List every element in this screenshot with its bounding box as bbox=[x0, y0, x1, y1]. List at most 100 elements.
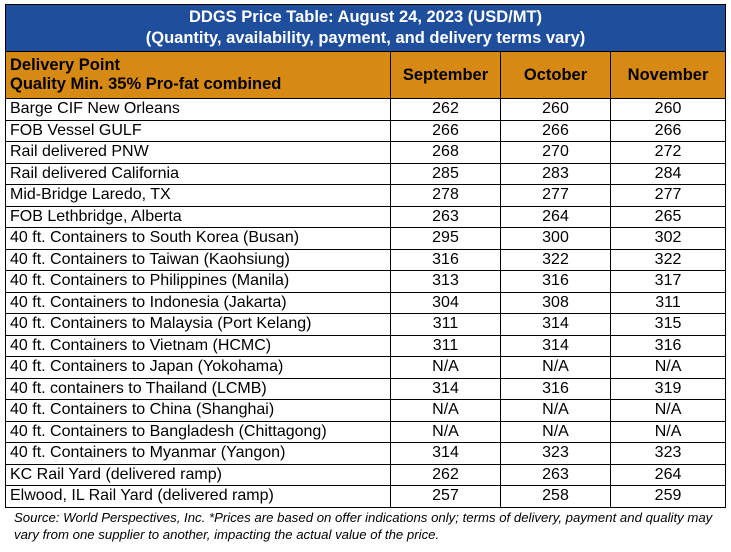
price-cell-october: 322 bbox=[500, 248, 611, 271]
table-row: 40 ft. Containers to Vietnam (HCMC) 311 31… bbox=[5, 334, 727, 357]
price-cell-october: 314 bbox=[500, 313, 611, 336]
delivery-point-cell: 40 ft. Containers to China (Shanghai) bbox=[5, 399, 391, 422]
table-row: 40 ft. containers to Thailand (LCMB) 314 3… bbox=[5, 377, 727, 400]
price-cell-november: N/A bbox=[609, 356, 727, 379]
header-october: October bbox=[500, 51, 611, 99]
table-row: Mid-Bridge Laredo, TX 278 277 277 bbox=[5, 184, 727, 207]
price-table-container: DDGS Price Table: August 24, 2023 (USD/M… bbox=[4, 4, 727, 508]
price-cell-september: N/A bbox=[390, 399, 501, 422]
price-cell-september: 262 bbox=[390, 463, 501, 486]
price-cell-november: 264 bbox=[609, 463, 727, 486]
price-cell-october: 266 bbox=[500, 119, 611, 142]
price-cell-november: 277 bbox=[609, 184, 727, 207]
price-cell-september: 295 bbox=[390, 227, 501, 250]
source-footnote: Source: World Perspectives, Inc. *Prices… bbox=[14, 510, 713, 542]
title-subtitle: (Quantity, availability, payment, and de… bbox=[145, 29, 586, 47]
delivery-point-cell: 40 ft. Containers to Taiwan (Kaohsiung) bbox=[5, 248, 391, 271]
delivery-point-cell: Rail delivered California bbox=[5, 162, 391, 185]
title-unit: (USD/MT) bbox=[463, 8, 543, 26]
price-cell-october: 270 bbox=[500, 141, 611, 164]
price-cell-october: 263 bbox=[500, 463, 611, 486]
price-cell-september: 311 bbox=[390, 313, 501, 336]
price-cell-september: 266 bbox=[390, 119, 501, 142]
price-cell-november: 302 bbox=[609, 227, 727, 250]
price-cell-september: N/A bbox=[390, 356, 501, 379]
table-row: 40 ft. Containers to Myanmar (Yangon) 314… bbox=[5, 442, 727, 465]
price-cell-november: N/A bbox=[609, 399, 727, 422]
price-cell-november: 323 bbox=[609, 442, 727, 465]
table-row: 40 ft. Containers to Indonesia (Jakarta)… bbox=[5, 291, 727, 314]
price-cell-november: 284 bbox=[609, 162, 727, 185]
price-cell-october: 300 bbox=[500, 227, 611, 250]
delivery-point-cell: KC Rail Yard (delivered ramp) bbox=[5, 463, 391, 486]
delivery-point-cell: Barge CIF New Orleans bbox=[5, 98, 391, 121]
header-november: November bbox=[609, 51, 727, 99]
delivery-point-cell: FOB Lethbridge, Alberta bbox=[5, 205, 391, 228]
price-cell-september: 314 bbox=[390, 442, 501, 465]
price-cell-november: N/A bbox=[609, 420, 727, 443]
table-row: 40 ft. Containers to South Korea (Busan)… bbox=[5, 227, 727, 250]
price-cell-november: 322 bbox=[609, 248, 727, 271]
price-cell-november: 315 bbox=[609, 313, 727, 336]
price-cell-october: 264 bbox=[500, 205, 611, 228]
table-row: Barge CIF New Orleans 262 260 260 bbox=[5, 98, 727, 121]
title-row: DDGS Price Table: August 24, 2023 (USD/M… bbox=[4, 4, 727, 52]
delivery-point-cell: Elwood, IL Rail Yard (delivered ramp) bbox=[5, 485, 391, 508]
table-row: Rail delivered California 285 283 284 bbox=[5, 162, 727, 185]
price-cell-october: 283 bbox=[500, 162, 611, 185]
header-delivery-line2: Quality Min. 35% Pro-fat combined bbox=[10, 75, 282, 93]
table-row: KC Rail Yard (delivered ramp) 262 263 264 bbox=[5, 463, 727, 486]
price-cell-september: 257 bbox=[390, 485, 501, 508]
header-delivery-point: Delivery Point Quality Min. 35% Pro-fat … bbox=[5, 51, 391, 99]
price-cell-october: 260 bbox=[500, 98, 611, 121]
header-september: September bbox=[390, 51, 501, 99]
delivery-point-cell: Rail delivered PNW bbox=[5, 141, 391, 164]
price-cell-september: 263 bbox=[390, 205, 501, 228]
table-row: 40 ft. Containers to Japan (Yokohama) N/A… bbox=[5, 356, 727, 379]
price-cell-october: 316 bbox=[500, 377, 611, 400]
price-cell-october: 308 bbox=[500, 291, 611, 314]
price-cell-september: 278 bbox=[390, 184, 501, 207]
delivery-point-cell: 40 ft. Containers to Myanmar (Yangon) bbox=[5, 442, 391, 465]
delivery-point-cell: 40 ft. Containers to Bangladesh (Chittag… bbox=[5, 420, 391, 443]
header-row: Delivery Point Quality Min. 35% Pro-fat … bbox=[5, 51, 727, 99]
price-cell-september: N/A bbox=[390, 420, 501, 443]
price-cell-september: 262 bbox=[390, 98, 501, 121]
price-cell-october: N/A bbox=[500, 399, 611, 422]
price-cell-september: 314 bbox=[390, 377, 501, 400]
price-cell-september: 313 bbox=[390, 270, 501, 293]
table-row: 40 ft. Containers to China (Shanghai) N/A… bbox=[5, 399, 727, 422]
price-cell-november: 319 bbox=[609, 377, 727, 400]
price-cell-november: 265 bbox=[609, 205, 727, 228]
price-cell-september: 311 bbox=[390, 334, 501, 357]
table-row: FOB Lethbridge, Alberta 263 264 265 bbox=[5, 205, 727, 228]
delivery-point-cell: 40 ft. Containers to Indonesia (Jakarta) bbox=[5, 291, 391, 314]
header-delivery-line1: Delivery Point bbox=[10, 56, 121, 74]
delivery-point-cell: 40 ft. Containers to Japan (Yokohama) bbox=[5, 356, 391, 379]
delivery-point-cell: Mid-Bridge Laredo, TX bbox=[5, 184, 391, 207]
price-cell-november: 317 bbox=[609, 270, 727, 293]
price-cell-november: 272 bbox=[609, 141, 727, 164]
price-cell-october: 277 bbox=[500, 184, 611, 207]
price-cell-september: 304 bbox=[390, 291, 501, 314]
table-row: Elwood, IL Rail Yard (delivered ramp) 257… bbox=[5, 485, 727, 508]
table-title: DDGS Price Table: August 24, 2023 (USD/M… bbox=[4, 4, 727, 52]
delivery-point-cell: 40 ft. Containers to Philippines (Manila… bbox=[5, 270, 391, 293]
price-cell-october: N/A bbox=[500, 356, 611, 379]
delivery-point-cell: 40 ft. Containers to Malaysia (Port Kela… bbox=[5, 313, 391, 336]
table-row: 40 ft. Containers to Bangladesh (Chittag… bbox=[5, 420, 727, 443]
delivery-point-cell: 40 ft. Containers to Vietnam (HCMC) bbox=[5, 334, 391, 357]
table-row: 40 ft. Containers to Taiwan (Kaohsiung) 3… bbox=[5, 248, 727, 271]
price-cell-november: 259 bbox=[609, 485, 727, 508]
price-cell-october: 323 bbox=[500, 442, 611, 465]
price-cell-october: N/A bbox=[500, 420, 611, 443]
table-row: 40 ft. Containers to Philippines (Manila… bbox=[5, 270, 727, 293]
price-cell-november: 311 bbox=[609, 291, 727, 314]
delivery-point-cell: FOB Vessel GULF bbox=[5, 119, 391, 142]
delivery-point-cell: 40 ft. Containers to South Korea (Busan) bbox=[5, 227, 391, 250]
price-cell-september: 316 bbox=[390, 248, 501, 271]
table-body: Barge CIF New Orleans 262 260 260 FOB Vessel… bbox=[5, 98, 727, 508]
table-row: Rail delivered PNW 268 270 272 bbox=[5, 141, 727, 164]
table-row: 40 ft. Containers to Malaysia (Port Kela… bbox=[5, 313, 727, 336]
price-cell-september: 268 bbox=[390, 141, 501, 164]
